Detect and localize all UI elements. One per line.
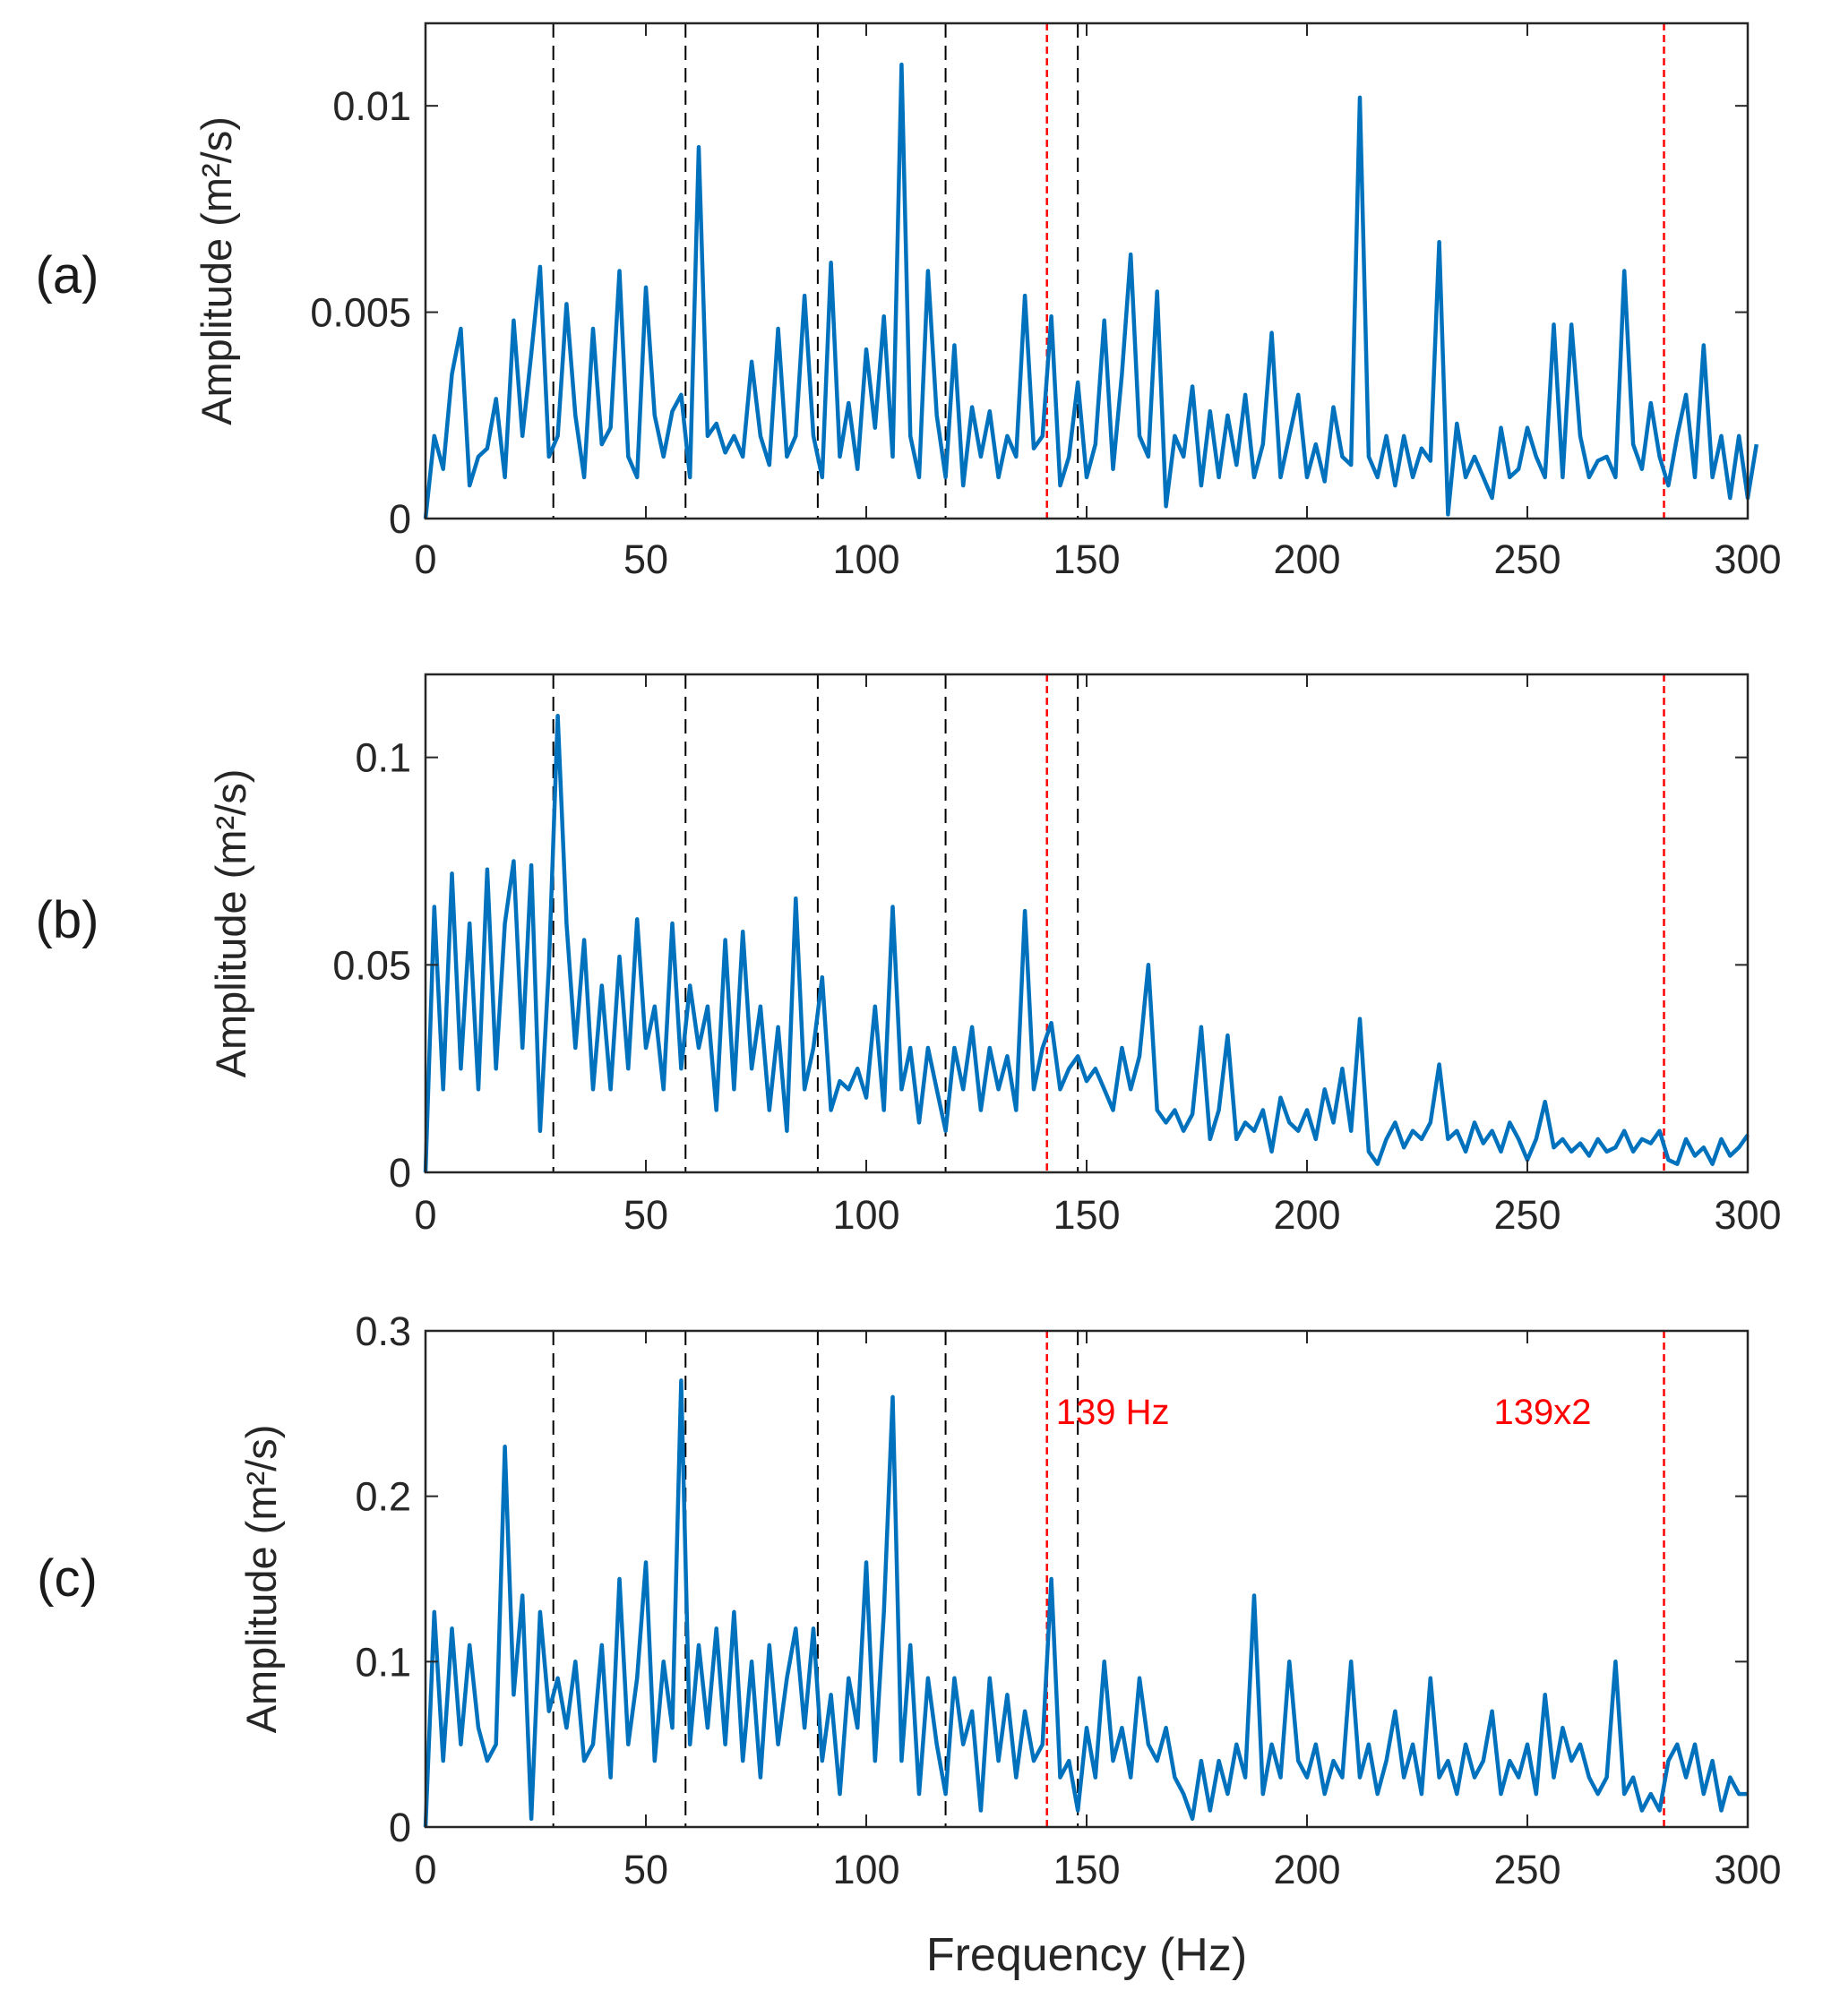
y-tick-label: 0 <box>389 1805 411 1850</box>
annotation-label: 139 Hz <box>1056 1393 1170 1432</box>
y-tick-label: 0.05 <box>332 942 411 988</box>
y-tick-label: 0.2 <box>355 1474 411 1520</box>
y-tick-label: 0.005 <box>310 290 411 336</box>
x-tick-label: 50 <box>623 1847 668 1892</box>
x-tick-label: 200 <box>1273 1847 1340 1892</box>
x-tick-label: 200 <box>1273 536 1340 582</box>
x-tick-label: 150 <box>1053 1847 1120 1892</box>
x-tick-label: 0 <box>414 1192 436 1238</box>
y-tick-label: 0.1 <box>355 1639 411 1685</box>
x-tick-label: 100 <box>832 1192 899 1238</box>
x-tick-label: 100 <box>832 1847 899 1892</box>
panel-label: (c) <box>37 1549 98 1608</box>
x-tick-label: 50 <box>623 1192 668 1238</box>
y-axis-label: Amplitude (m²/s) <box>207 769 254 1078</box>
x-axis-label: Frequency (Hz) <box>926 1929 1247 1981</box>
x-tick-label: 300 <box>1714 536 1781 582</box>
x-tick-label: 250 <box>1493 536 1561 582</box>
panel-b: 0 50 100 150 200 250 300 0 0.05 0.1 Amplitude (m²/… <box>36 673 1782 1238</box>
x-tick-label: 300 <box>1714 1847 1781 1892</box>
x-tick-label: 50 <box>623 536 668 582</box>
y-tick-label: 0 <box>389 1150 411 1196</box>
panel-c: 0 50 100 150 200 250 300 0 0.1 0.2 0.3 Amplitude (m… <box>37 1308 1781 1981</box>
x-tick-label: 250 <box>1493 1847 1561 1892</box>
panel-label: (b) <box>36 891 99 949</box>
x-tick-label: 0 <box>414 1847 436 1892</box>
y-tick-label: 0 <box>389 496 411 542</box>
series-line <box>423 62 1759 519</box>
y-axis-label: Amplitude (m²/s) <box>237 1425 285 1734</box>
x-tick-label: 150 <box>1053 536 1120 582</box>
x-tick-label: 150 <box>1053 1192 1120 1238</box>
annotation-label: 139x2 <box>1494 1393 1592 1432</box>
series-line <box>423 1378 1748 1828</box>
x-tick-label: 100 <box>832 536 899 582</box>
panel-a: 0 50 100 150 200 250 300 0 0.005 0.01 Amplitude (m… <box>36 21 1782 582</box>
series-line <box>423 714 1750 1173</box>
x-tick-label: 250 <box>1493 1192 1561 1238</box>
axes-box <box>424 21 1750 520</box>
axes-box <box>424 673 1750 1174</box>
y-tick-label: 0.3 <box>355 1308 411 1354</box>
x-tick-label: 300 <box>1714 1192 1781 1238</box>
y-axis-label: Amplitude (m²/s) <box>193 116 240 425</box>
y-tick-label: 0.1 <box>355 735 411 781</box>
panel-label: (a) <box>36 246 99 305</box>
y-tick-label: 0.01 <box>332 83 411 129</box>
x-tick-label: 0 <box>414 536 436 582</box>
x-tick-label: 200 <box>1273 1192 1340 1238</box>
